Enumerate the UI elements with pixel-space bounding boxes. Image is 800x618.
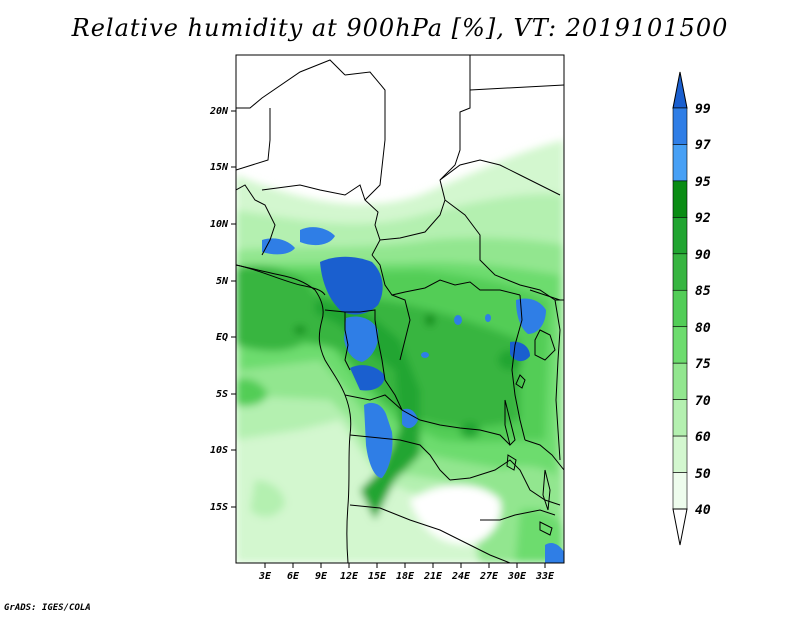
colorbar-label: 60 bbox=[695, 430, 711, 445]
lon-label: 9E bbox=[315, 571, 328, 582]
lon-label: 18E bbox=[396, 571, 415, 582]
humidity-high-areas bbox=[262, 227, 564, 563]
colorbar-top-arrow bbox=[672, 71, 688, 109]
colorbar-segment bbox=[672, 472, 688, 510]
colorbar-segment bbox=[672, 144, 688, 182]
plot-frame bbox=[235, 54, 565, 564]
colorbar-segment bbox=[672, 362, 688, 400]
colorbar-segment bbox=[672, 289, 688, 328]
colorbar-label: 85 bbox=[695, 284, 711, 299]
lon-label: 3E bbox=[258, 571, 272, 582]
lon-label: 21E bbox=[423, 571, 443, 582]
colorbar-label: 97 bbox=[695, 138, 711, 153]
lat-label: 10S bbox=[210, 445, 228, 456]
colorbar-segment bbox=[672, 107, 688, 145]
lon-label: 27E bbox=[479, 571, 499, 582]
colorbar-segment bbox=[672, 253, 688, 291]
colorbar: 99 97 95 92 90 85 80 75 70 60 50 40 bbox=[672, 71, 711, 546]
colorbar-label: 75 bbox=[695, 357, 711, 372]
colorbar-segment bbox=[672, 399, 688, 437]
colorbar-segment bbox=[672, 217, 688, 255]
colorbar-segment bbox=[672, 180, 688, 218]
lon-label: 12E bbox=[340, 571, 359, 582]
lon-label: 6E bbox=[287, 571, 300, 582]
lat-label: 5S bbox=[216, 389, 228, 400]
lon-label: 30E bbox=[507, 571, 527, 582]
longitude-axis: 3E 6E 9E 12E 15E 18E 21E 24E 27E 30E 33E bbox=[258, 563, 555, 582]
lon-label: 15E bbox=[368, 571, 387, 582]
lat-label: 20N bbox=[209, 106, 229, 117]
footer-credit: GrADS: IGES/COLA bbox=[4, 603, 91, 613]
lat-label: 10N bbox=[210, 219, 229, 230]
humidity-field bbox=[236, 140, 564, 563]
lon-label: 24E bbox=[451, 571, 471, 582]
lat-label: 5N bbox=[216, 276, 229, 287]
lat-label: EQ bbox=[216, 332, 228, 343]
colorbar-segment bbox=[672, 326, 688, 364]
colorbar-label: 90 bbox=[695, 248, 711, 263]
colorbar-bottom-arrow bbox=[672, 508, 688, 546]
colorbar-label: 50 bbox=[695, 467, 711, 482]
map-title: Relative humidity at 900hPa [%], VT: 201… bbox=[71, 14, 729, 42]
colorbar-label: 95 bbox=[695, 175, 711, 190]
colorbar-label: 99 bbox=[695, 102, 711, 117]
colorbar-label: 40 bbox=[695, 503, 711, 518]
colorbar-label: 70 bbox=[695, 394, 711, 409]
latitude-axis: 20N 15N 10N 5N EQ 5S 10S 15S bbox=[209, 106, 236, 513]
map-boundaries bbox=[236, 55, 564, 563]
lon-label: 33E bbox=[535, 571, 555, 582]
colorbar-label: 92 bbox=[695, 211, 711, 226]
colorbar-label: 80 bbox=[695, 321, 711, 336]
lat-label: 15N bbox=[210, 162, 229, 173]
colorbar-segment bbox=[672, 435, 688, 473]
lat-label: 15S bbox=[210, 502, 228, 513]
